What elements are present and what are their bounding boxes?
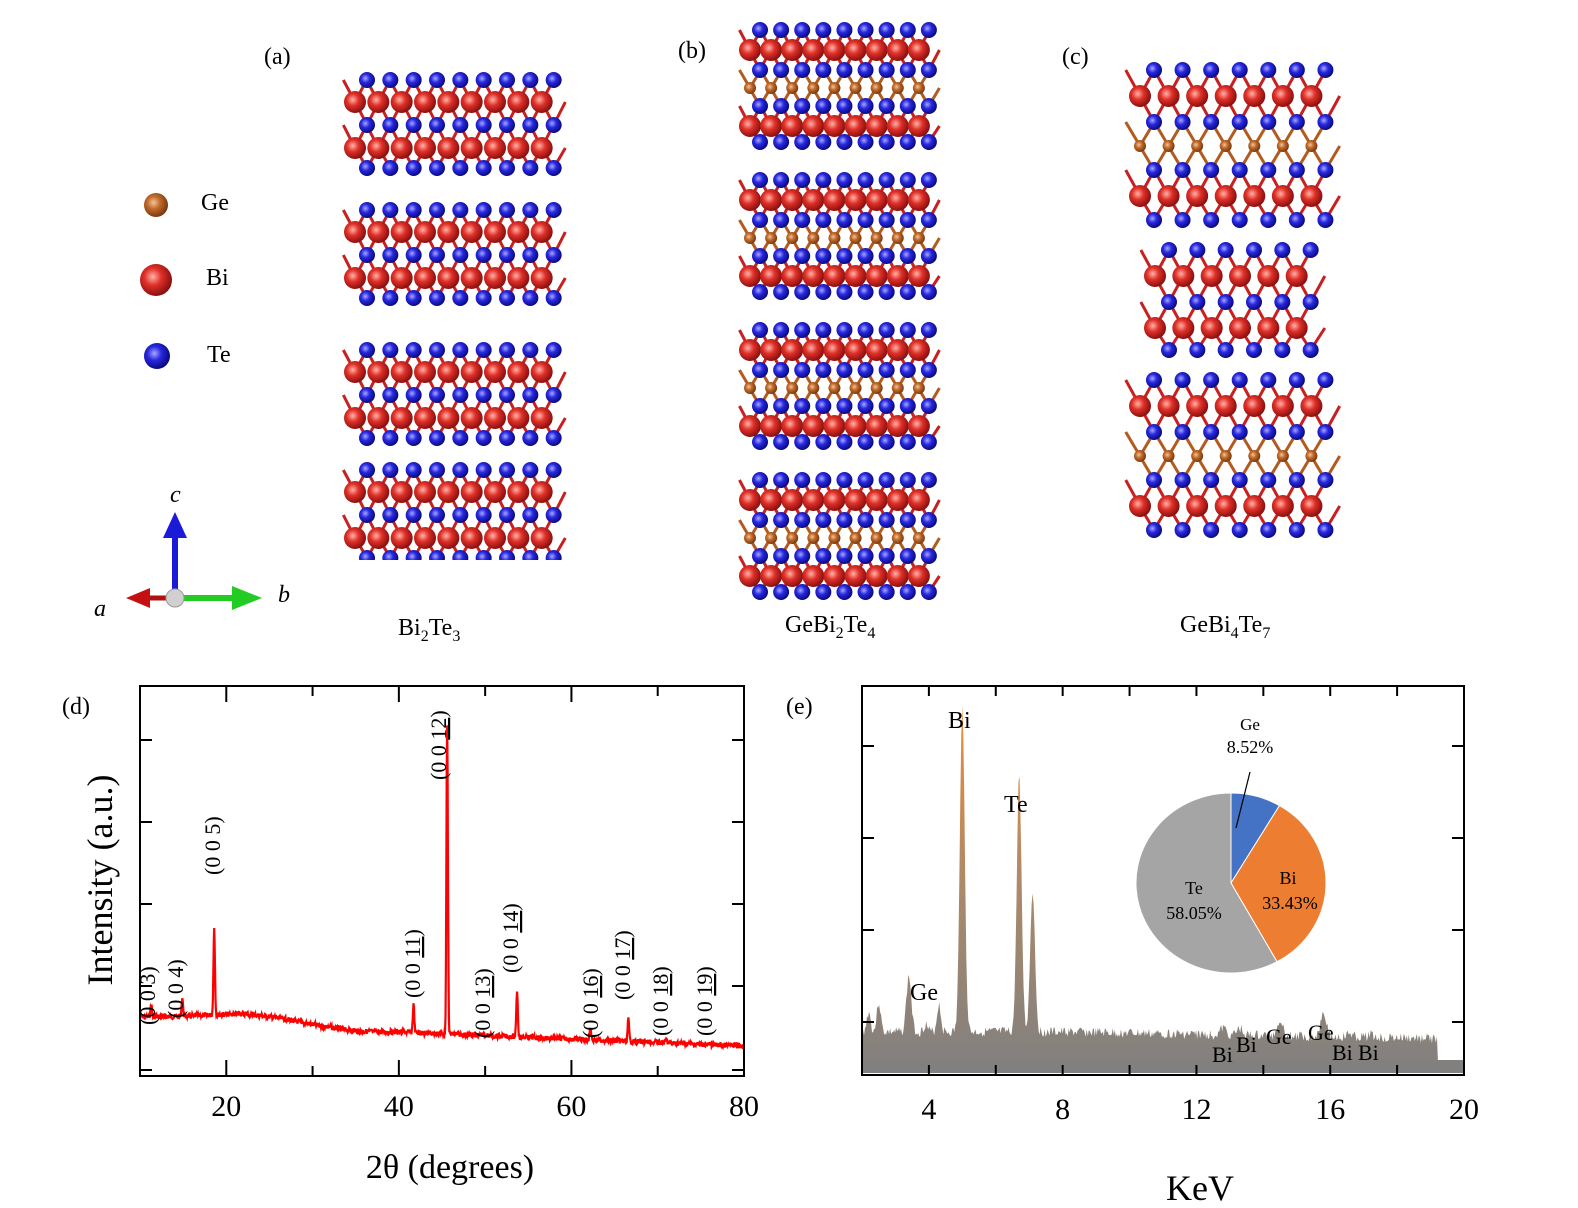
pie-te-name: Te [1185,878,1203,898]
gebi2te4-structure [738,22,941,600]
compound-label-b: GeBi2Te4 [785,612,876,642]
svg-text:12: 12 [1181,1093,1211,1126]
eds-bi-label-2: Bi [1236,1032,1257,1057]
eds-x-axis-label: KeV [1166,1168,1234,1208]
svg-text:8: 8 [1055,1093,1070,1126]
atom-legend [130,180,270,380]
atom-legend-icons [140,193,172,369]
ge-atom-icon [144,193,168,217]
panel-label-d: (d) [62,694,90,720]
pie-bi-value: 33.43% [1262,893,1318,913]
a-axis-label: a [94,596,106,620]
xrd-peak-label: (0 0 14) [498,903,523,973]
axis-triad: c b a [90,480,300,622]
b-axis-label: b [278,582,290,608]
xrd-x-axis-label: 2θ (degrees) [366,1149,534,1186]
xrd-y-axis-label: Intensity (a.u.) [80,775,120,986]
panel-label-a: (a) [264,44,291,70]
svg-text:20: 20 [211,1090,241,1123]
pie-slice-te [1135,792,1278,974]
bi2te3-structure [341,72,567,560]
te-atom-icon [144,343,170,369]
eds-bi-label-4: Bi [1358,1040,1379,1065]
eds-ge-label-1: Ge [1266,1024,1292,1049]
xrd-chart: 20 40 60 80 (0 0 3) (0 0 4)(0 0 5)(0 0 11)(0… [80,685,759,1186]
xrd-peak-label: (0 0 11) [400,929,425,998]
eds-plot-frame [861,685,1465,1076]
pie-te-value: 58.05% [1166,903,1222,923]
panel-label-c: (c) [1062,44,1089,70]
eds-bi-peak-label: Bi [948,708,971,734]
svg-text:16: 16 [1315,1093,1345,1126]
xrd-pattern-line [139,725,746,1051]
xrd-peak-label: (0 0 18) [648,966,673,1036]
xrd-ticks [139,686,745,1076]
pie-ge-name: Ge [1240,715,1260,734]
svg-text:20: 20 [1449,1093,1479,1126]
c-axis-label: c [170,482,181,508]
eds-ge-peak-label: Ge [910,980,938,1006]
xrd-peak-label: (0 0 3) [135,966,160,1025]
xrd-peak-label: (0 0 5) [200,816,225,875]
eds-bi-label-1: Bi [1212,1042,1233,1067]
eds-chart: 4 8 12 16 20 Ge Bi Te Bi Bi Ge Ge Bi Bi KeV … [861,685,1479,1208]
eds-spectrum-area [862,705,1464,1073]
xrd-plot-frame [139,685,745,1077]
eds-peak-labels: Ge Bi Te Bi Bi Ge Ge Bi Bi [910,708,1379,1067]
svg-text:4: 4 [921,1093,936,1126]
bi-atom-icon [140,264,172,296]
xrd-peak-label: (0 0 19) [692,966,717,1036]
svg-text:60: 60 [556,1090,586,1123]
compound-label-a: Bi2Te3 [398,615,461,645]
xrd-peak-label: (0 0 12) [426,710,451,780]
ge-leader-line [1235,771,1251,829]
panel-label-b: (b) [678,38,706,64]
gebi4te7-structure [1124,62,1342,538]
xrd-peak-label: (0 0 17) [610,930,635,1000]
xrd-peak-labels: (0 0 3) (0 0 4) (0 0 5) (0 0 11) (0 0 12) (0 … [135,710,717,1038]
svg-text:40: 40 [384,1090,414,1123]
eds-ticks [861,686,1465,1075]
legend-ge-label: Ge [201,190,229,216]
xrd-tick-labels: 20 40 60 80 [211,1090,759,1123]
eds-ge-label-2: Ge [1308,1020,1334,1045]
xrd-peak-label: (0 0 16) [578,968,603,1038]
panel-label-e: (e) [786,694,813,720]
eds-te-peak-label: Te [1004,792,1028,818]
compound-label-c: GeBi4Te7 [1180,612,1271,642]
pie-bi-name: Bi [1279,868,1296,888]
eds-bi-label-3: Bi [1332,1040,1353,1065]
xrd-peak-label: (0 0 4) [163,959,188,1018]
xrd-peak-label: (0 0 13) [470,968,495,1038]
legend-bi-label: Bi [206,265,229,291]
composition-pie-chart [1135,792,1327,974]
svg-text:80: 80 [729,1090,759,1123]
pie-ge-value: 8.52% [1227,737,1274,757]
eds-tick-labels: 4 8 12 16 20 [921,1093,1479,1126]
legend-te-label: Te [207,342,231,368]
